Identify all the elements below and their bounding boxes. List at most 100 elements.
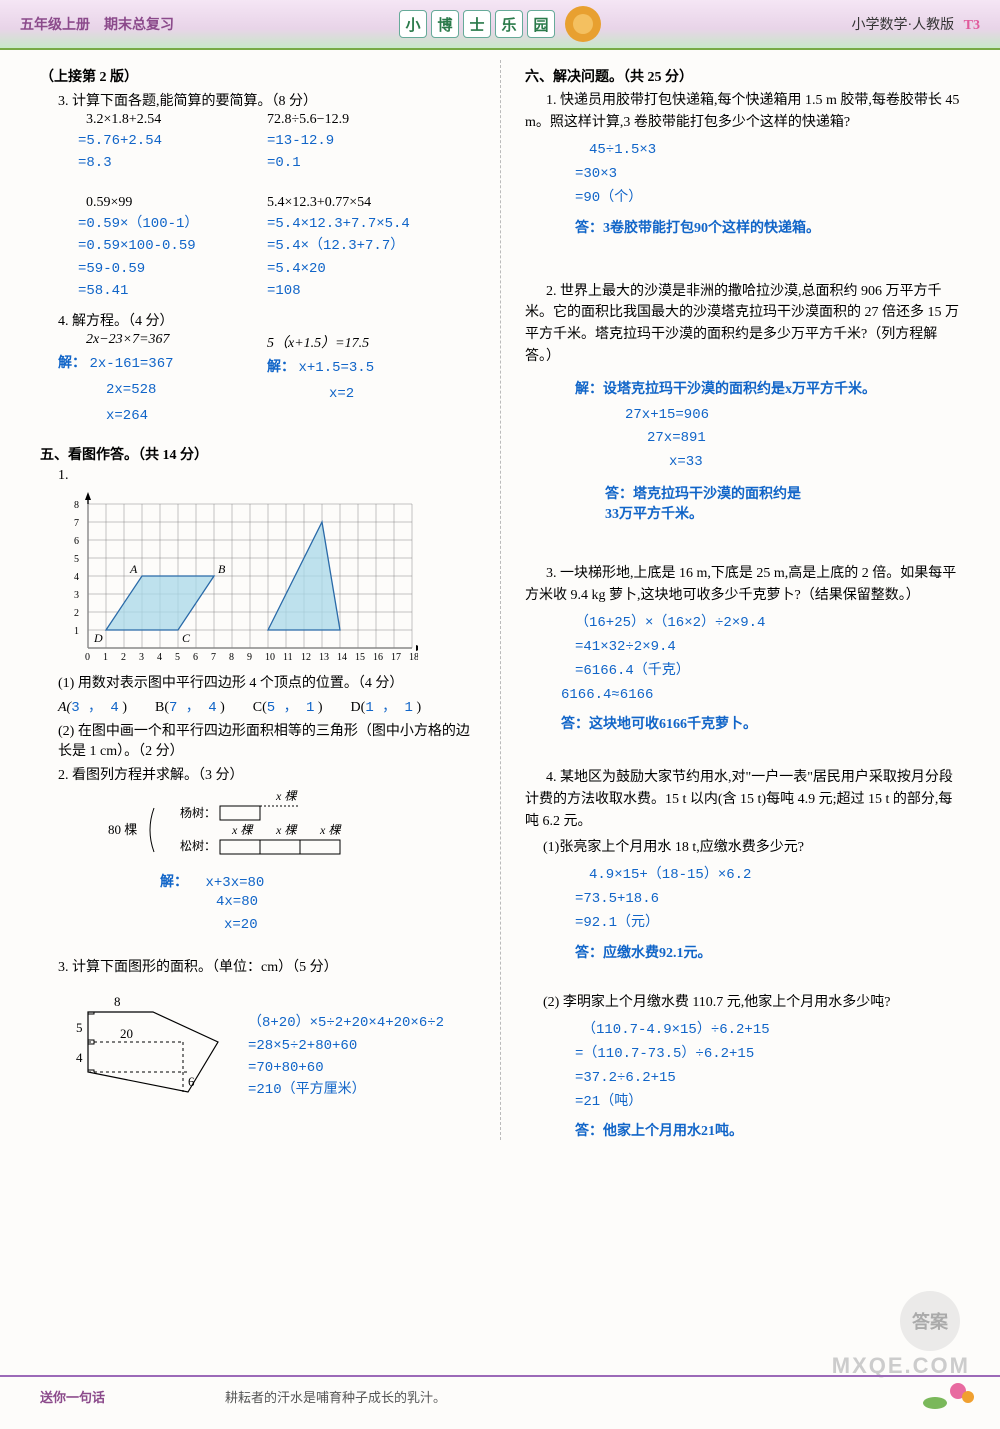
shape-step: （8+20）×5÷2+20×4+20×6÷2	[248, 1012, 444, 1034]
p1-final: 答：3卷胶带能打包90个这样的快递箱。	[575, 217, 960, 237]
header-tile: 博	[431, 10, 459, 38]
svg-text:6: 6	[188, 1074, 195, 1089]
header-right: 小学数学·人教版 T3	[851, 14, 980, 34]
content: （上接第 2 版） 3. 计算下面各题,能简算的要简算。（8 分） 3.2×1.…	[0, 50, 1000, 1140]
svg-text:14: 14	[337, 652, 347, 663]
svg-text:x 棵: x 棵	[231, 823, 254, 837]
q3-title: 3. 计算下面各题,能简算的要简算。（8 分）	[58, 90, 476, 110]
p2-final1: 答：塔克拉玛干沙漠的面积约是	[605, 483, 960, 503]
p4-2: (2) 李明家上个月缴水费 110.7 元,他家上个月用水多少吨?	[543, 992, 960, 1014]
p3-step: =41×32÷2×9.4	[575, 636, 960, 660]
svg-text:x 棵: x 棵	[319, 823, 342, 837]
q4a-step: 2x=528	[106, 382, 267, 398]
svg-text:A: A	[129, 562, 138, 576]
q3c-step: =59-0.59	[78, 258, 267, 280]
solve-label: 解：	[160, 875, 188, 890]
p4: 4. 某地区为鼓励大家节约用水,对"一户一表"居民用户采取按月分段计费的方法收取…	[525, 767, 960, 832]
p4-1-ans: 4.9×15+（18-15）×6.2 =73.5+18.6 =92.1（元）	[575, 864, 960, 935]
flower-icon	[920, 1373, 980, 1413]
footer-label: 送你一句话	[40, 1387, 105, 1406]
tree-diagram: x 棵 杨树： x 棵 x 棵 x 棵 松树： 80 棵	[100, 790, 476, 865]
shape-figure: 8 5 4 20 6 （8+20）×5÷2+20×4+20×6÷2 =28×5÷…	[58, 982, 476, 1102]
ans-A: 3 ， 4	[71, 700, 119, 716]
svg-text:17: 17	[391, 652, 401, 663]
continued-note: （上接第 2 版）	[40, 66, 476, 86]
q3a-step: =5.76+2.54	[78, 130, 267, 152]
header-tile: 小	[399, 10, 427, 38]
sec5-q2: 2. 看图列方程并求解。（3 分）	[58, 764, 476, 784]
p3-step: 6166.4≈6166	[561, 684, 960, 708]
p1-ans: 45÷1.5×3 =30×3 =90（个）	[575, 139, 960, 210]
q2-ans: 解： x+3x=80 4x=80 x=20	[160, 871, 476, 936]
p4-1: (1)张亮家上个月用水 18 t,应缴水费多少元?	[543, 837, 960, 859]
svg-text:5: 5	[76, 1020, 83, 1035]
svg-text:C: C	[182, 631, 191, 645]
q3c-step: =0.59×（100-1）	[78, 213, 267, 235]
svg-text:6: 6	[74, 536, 79, 547]
footer: 送你一句话 耕耘者的汗水是哺育种子成长的乳汁。	[0, 1375, 1000, 1415]
svg-text:7: 7	[211, 652, 216, 663]
p1-step: 45÷1.5×3	[575, 139, 960, 163]
shape-svg: 8 5 4 20 6	[58, 982, 228, 1102]
svg-text:2: 2	[74, 608, 79, 619]
svg-text:8: 8	[114, 994, 121, 1009]
p2-step: 27x+15=906	[625, 404, 960, 428]
p1-step: =30×3	[575, 163, 960, 187]
q2-step: 4x=80	[216, 891, 476, 913]
p4-1-final: 答：应缴水费92.1元。	[575, 942, 960, 962]
q3d-step: =108	[267, 280, 476, 302]
header-left: 五年级上册 期末总复习	[20, 14, 174, 34]
p2: 2. 世界上最大的沙漠是非洲的撒哈拉沙漠,总面积约 906 万平方千米。它的面积…	[525, 281, 960, 368]
tree-svg: x 棵 杨树： x 棵 x 棵 x 棵 松树： 80 棵	[100, 790, 360, 860]
page-header: 五年级上册 期末总复习 小 博 士 乐 园 小学数学·人教版 T3	[0, 0, 1000, 50]
p2-ans: 27x+15=906 27x=891 x=33	[625, 404, 960, 475]
left-column: （上接第 2 版） 3. 计算下面各题,能简算的要简算。（8 分） 3.2×1.…	[30, 60, 500, 1140]
q3c-step: =58.41	[78, 280, 267, 302]
lion-icon	[565, 6, 601, 42]
p1: 1. 快递员用胶带打包快递箱,每个快递箱用 1.5 m 胶带,每卷胶带长 45 …	[525, 90, 960, 133]
q1-2: (2) 在图中画一个和平行四边形面积相等的三角形（图中小方格的边长是 1 cm）…	[58, 720, 476, 760]
header-tile: 乐	[495, 10, 523, 38]
q3d-expr: 5.4×12.3+0.77×54	[267, 195, 476, 211]
svg-text:4: 4	[157, 652, 162, 663]
sec5-title: 五、看图作答。（共 14 分）	[40, 444, 476, 464]
shape-step: =70+80+60	[248, 1057, 444, 1079]
q3b-step: =13-12.9	[267, 130, 476, 152]
svg-text:15: 15	[355, 652, 365, 663]
p4-2-step: =（110.7-73.5）÷6.2+15	[575, 1043, 960, 1067]
p3-final: 答：这块地可收6166千克萝卜。	[561, 713, 960, 733]
svg-text:8: 8	[229, 652, 234, 663]
q1-2-text: (2) 在图中画一个和平行四边形面积相等的三角形（图中小方格的边长是 1 cm）…	[58, 724, 470, 759]
svg-text:x 棵: x 棵	[275, 823, 298, 837]
p2-step: 27x=891	[647, 427, 960, 451]
q3a-expr: 3.2×1.8+2.54	[86, 112, 267, 128]
q3c-step: =0.59×100-0.59	[78, 235, 267, 257]
svg-text:20: 20	[120, 1026, 133, 1041]
q4b-step: x=2	[329, 386, 476, 402]
ans-B: 7 ， 4	[169, 700, 217, 716]
q4a-step: 2x-161=367	[90, 356, 174, 372]
p4-2-step: （110.7-4.9×15）÷6.2+15	[575, 1019, 960, 1043]
header-center: 小 博 士 乐 园	[399, 6, 601, 42]
q3b-expr: 72.8÷5.6−12.9	[267, 112, 476, 128]
q4b-step: x+1.5=3.5	[299, 360, 375, 376]
svg-text:7: 7	[74, 518, 79, 529]
q3b-step: =0.1	[267, 152, 476, 174]
chart-svg: 012345678910111213141516171812345678ABCD	[58, 488, 418, 668]
p3-step: =6166.4（千克）	[575, 660, 960, 684]
svg-text:1: 1	[74, 626, 79, 637]
q4b-expr: 5（x+1.5）=17.5	[267, 332, 476, 352]
svg-text:D: D	[93, 631, 103, 645]
page-number: T3	[964, 18, 980, 33]
shape-step: =28×5÷2+80+60	[248, 1035, 444, 1057]
svg-text:B: B	[218, 562, 226, 576]
p4-2-final: 答：他家上个月用水21吨。	[575, 1120, 960, 1140]
solve-label: 解：	[58, 356, 86, 371]
p4-2-step: =21（吨）	[575, 1091, 960, 1115]
svg-text:13: 13	[319, 652, 329, 663]
label: ) C(	[217, 700, 267, 715]
svg-text:3: 3	[74, 590, 79, 601]
p4-2-ans: （110.7-4.9×15）÷6.2+15 =（110.7-73.5）÷6.2+…	[575, 1019, 960, 1114]
p2-final2: 33万平方千米。	[605, 503, 960, 523]
q1-1: (1) 用数对表示图中平行四边形 4 个顶点的位置。（4 分）	[58, 672, 476, 692]
